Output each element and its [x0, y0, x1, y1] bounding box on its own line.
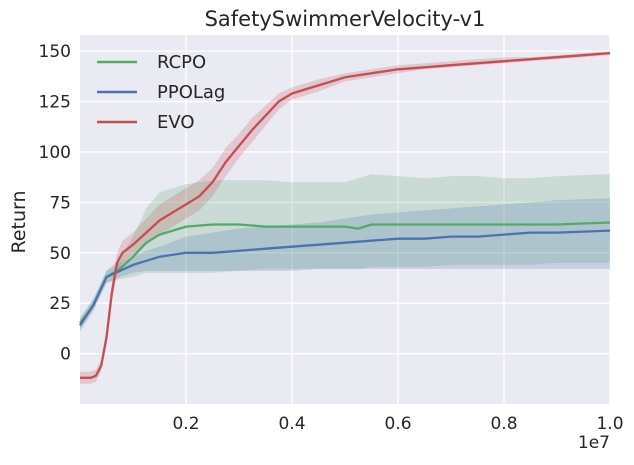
band-rcpo: [80, 174, 610, 330]
legend-label-rcpo: RCPO: [157, 52, 206, 73]
plot-background: [80, 35, 610, 404]
series-line-ppolag: [79, 229, 611, 327]
chart-title: SafetySwimmerVelocity-v1: [205, 7, 486, 31]
legend: RCPO PPOLag EVO: [97, 52, 225, 133]
x-tick-label: 0.8: [490, 414, 517, 434]
x-tick-label: 0.2: [172, 414, 199, 434]
y-tick-label: 25: [49, 294, 71, 314]
band-evo: [80, 51, 610, 384]
y-tick-label: 100: [39, 143, 71, 163]
series-lines: [79, 51, 611, 379]
y-tick-label: 150: [39, 42, 71, 62]
y-tick-label: 125: [39, 93, 71, 113]
x-tick-label: 0.6: [384, 414, 411, 434]
x-tick-label: 1.0: [596, 414, 623, 434]
y-axis-label: Return: [8, 190, 30, 253]
band-ppolag: [80, 198, 610, 332]
y-tick-label: 75: [49, 193, 71, 213]
x-tick-label: 0.4: [278, 414, 305, 434]
tick-labels: 0 25 50 75 100 125 150 0.2 0.4 0.6 0.8 1.0: [39, 42, 624, 434]
confidence-bands: [80, 51, 610, 384]
y-tick-label: 0: [60, 345, 71, 365]
y-tick-label: 50: [49, 244, 71, 264]
legend-label-evo: EVO: [157, 112, 195, 133]
legend-label-ppolag: PPOLag: [157, 82, 225, 103]
x-multiplier-label: 1e7: [578, 433, 610, 453]
series-line-evo: [80, 51, 611, 379]
series-line-rcpo: [79, 221, 611, 324]
grid: [80, 35, 611, 404]
